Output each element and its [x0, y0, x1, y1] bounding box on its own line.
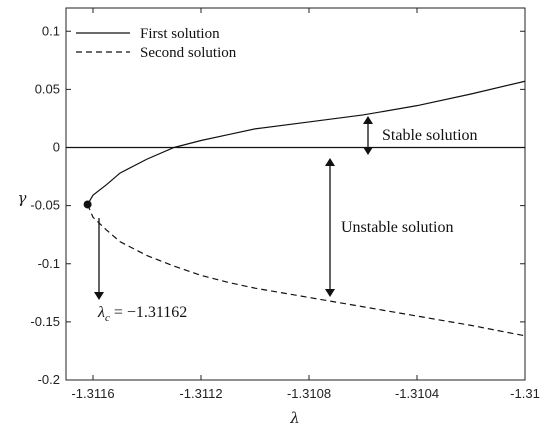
legend-second-solution: Second solution — [140, 45, 237, 61]
y-tick-label: 0.1 — [42, 23, 60, 38]
series-second-solution — [87, 204, 526, 337]
critical-label-lambda: λ — [97, 304, 105, 321]
legend-first-solution: First solution — [140, 26, 220, 42]
critical-label-subscript: c — [105, 312, 110, 324]
legend: First solution Second solution — [76, 26, 237, 61]
series-group — [66, 80, 526, 337]
critical-value-label: λc = −1.31162 — [97, 304, 187, 324]
y-tick-label: 0 — [53, 140, 60, 155]
x-tick-label: -1.3108 — [287, 386, 331, 401]
critical-label-value: = −1.31162 — [110, 304, 187, 321]
x-axis-label: λ — [289, 409, 300, 427]
unstable-label: Unstable solution — [341, 219, 453, 236]
critical-point-marker — [83, 200, 92, 209]
y-tick-label: -0.2 — [38, 372, 60, 387]
x-axis-ticks: -1.3116 -1.3112 -1.3108 -1.3104 -1.31 — [71, 8, 540, 401]
plot-frame — [65, 7, 526, 381]
y-tick-label: -0.15 — [30, 314, 60, 329]
x-tick-label: -1.31 — [510, 386, 540, 401]
x-tick-label: -1.3104 — [395, 386, 439, 401]
y-tick-label: -0.1 — [38, 256, 60, 271]
x-tick-label: -1.3116 — [71, 386, 114, 401]
stable-label: Stable solution — [382, 127, 478, 144]
y-axis-label: γ — [18, 189, 27, 207]
y-axis-ticks: 0.1 0.05 0 -0.05 -0.1 -0.15 -0.2 — [30, 23, 525, 387]
y-tick-label: -0.05 — [30, 198, 60, 213]
x-tick-label: -1.3112 — [179, 386, 222, 401]
y-tick-label: 0.05 — [35, 81, 60, 96]
series-first-solution — [87, 80, 526, 205]
